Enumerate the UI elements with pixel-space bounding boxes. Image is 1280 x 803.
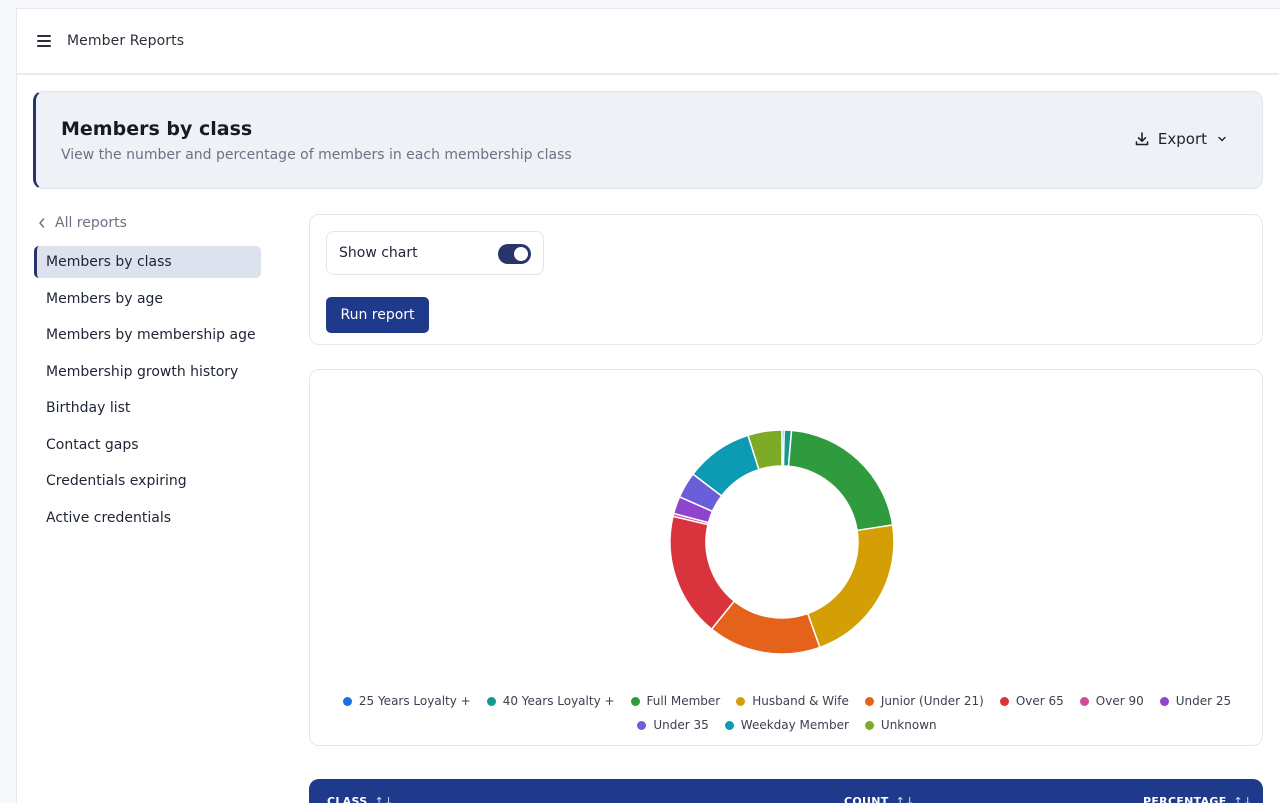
legend-dot: [864, 720, 874, 730]
donut-chart: [669, 429, 895, 655]
export-label: Export: [1157, 130, 1207, 148]
legend-dot: [864, 696, 874, 706]
chart-card: 25 Years Loyalty + 40 Years Loyalty + Full…: [309, 369, 1263, 746]
run-report-button[interactable]: Run report: [326, 297, 429, 333]
legend-row: 25 Years Loyalty + 40 Years Loyalty + Full…: [310, 689, 1264, 713]
legend-label: Under 35: [653, 718, 709, 732]
legend-label: Full Member: [646, 694, 721, 708]
top-bar: Member Reports: [17, 9, 1279, 75]
legend-label: Over 65: [1015, 694, 1064, 708]
legend-item-over-90[interactable]: Over 90: [1079, 694, 1144, 708]
legend-dot: [1159, 696, 1169, 706]
legend-row: Under 35 Weekday Member Unknown: [310, 713, 1264, 737]
chevron-left-icon: [39, 218, 45, 228]
column-label: CLASS: [327, 795, 368, 803]
nav-item-active-credentials[interactable]: Active credentials: [46, 509, 172, 526]
toggle-knob: [514, 247, 528, 261]
legend-item-full-member[interactable]: Full Member: [630, 694, 721, 708]
column-label: PERCENTAGE: [1143, 795, 1227, 803]
app-frame: Member Reports Members by class View the…: [16, 8, 1280, 803]
legend-item-25-years-loyalty[interactable]: 25 Years Loyalty +: [342, 694, 471, 708]
sort-icon: ↑↓: [895, 795, 915, 803]
legend-dot: [630, 696, 640, 706]
legend-item-husband-wife[interactable]: Husband & Wife: [736, 694, 849, 708]
legend-item-under-35[interactable]: Under 35: [637, 718, 709, 732]
report-nav: Members by class Members by age Members …: [34, 246, 261, 538]
legend-item-40-years-loyalty[interactable]: 40 Years Loyalty +: [486, 694, 615, 708]
legend-item-under-25[interactable]: Under 25: [1159, 694, 1232, 708]
legend-label: Under 25: [1175, 694, 1232, 708]
nav-item-members-by-membership-age[interactable]: Members by membership age: [46, 327, 256, 343]
legend-label: 40 Years Loyalty +: [502, 694, 615, 708]
donut-slice-full-member[interactable]: [787, 429, 894, 532]
legend-dot: [1079, 696, 1089, 706]
legend-label: Junior (Under 21): [880, 694, 984, 708]
legend-dot: [724, 720, 734, 730]
report-header: Members by class View the number and per…: [33, 91, 1263, 189]
legend-dot: [736, 696, 746, 706]
page-title: Members by class: [61, 118, 253, 140]
app-title: Member Reports: [67, 33, 185, 49]
all-reports-link[interactable]: All reports: [38, 215, 127, 231]
legend-dot: [486, 696, 496, 706]
legend-item-junior-under-21[interactable]: Junior (Under 21): [864, 694, 984, 708]
donut-slice-over-65[interactable]: [669, 515, 736, 631]
donut-slice-unknown[interactable]: [747, 429, 783, 471]
show-chart-toggle[interactable]: [498, 244, 531, 264]
nav-item-contact-gaps[interactable]: Contact gaps: [46, 436, 139, 453]
export-button[interactable]: Export: [1134, 130, 1228, 148]
show-chart-control: Show chart: [326, 231, 544, 275]
sort-icon: ↑↓: [374, 795, 394, 803]
column-header-percentage[interactable]: PERCENTAGE ↑↓: [1143, 795, 1253, 803]
download-icon: [1135, 132, 1149, 146]
legend-dot: [999, 696, 1009, 706]
legend-label: 25 Years Loyalty +: [358, 694, 471, 708]
legend-dot: [637, 720, 647, 730]
legend-dot: [342, 696, 352, 706]
legend-item-weekday-member[interactable]: Weekday Member: [724, 718, 849, 732]
chevron-down-icon: [1218, 136, 1226, 142]
show-chart-label: Show chart: [339, 245, 418, 261]
legend-label: Weekday Member: [740, 718, 849, 732]
legend-item-over-65[interactable]: Over 65: [999, 694, 1064, 708]
nav-item-birthday-list[interactable]: Birthday list: [46, 400, 131, 416]
all-reports-label: All reports: [55, 215, 127, 231]
legend-item-unknown[interactable]: Unknown: [864, 718, 937, 732]
column-header-count[interactable]: COUNT ↑↓: [844, 795, 915, 803]
nav-item-membership-growth-history[interactable]: Membership growth history: [46, 363, 239, 380]
nav-item-credentials-expiring[interactable]: Credentials expiring: [46, 473, 187, 489]
column-header-class[interactable]: CLASS ↑↓: [327, 795, 394, 803]
donut-slice-husband-wife[interactable]: [806, 524, 895, 649]
report-controls: Show chart Run report: [309, 214, 1263, 345]
legend-label: Unknown: [880, 718, 937, 732]
table-header: CLASS ↑↓ COUNT ↑↓ PERCENTAGE ↑↓: [309, 779, 1263, 803]
legend-label: Over 90: [1095, 694, 1144, 708]
column-label: COUNT: [844, 795, 889, 803]
hamburger-menu-icon[interactable]: [37, 35, 51, 47]
sort-icon: ↑↓: [1233, 795, 1253, 803]
nav-item-members-by-age[interactable]: Members by age: [46, 290, 164, 307]
chart-legend: 25 Years Loyalty + 40 Years Loyalty + Full…: [310, 689, 1264, 737]
legend-label: Husband & Wife: [752, 694, 849, 708]
page-subtitle: View the number and percentage of member…: [61, 147, 572, 163]
nav-item-members-by-class[interactable]: Members by class: [34, 246, 261, 278]
